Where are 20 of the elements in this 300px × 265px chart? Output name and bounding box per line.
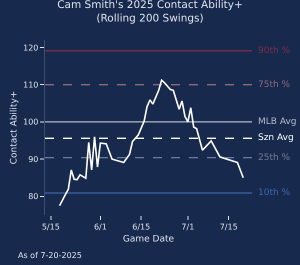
x-tick-label: 7/15 xyxy=(220,222,238,232)
x-tick-label: 7/1 xyxy=(181,222,194,232)
x-tick-label: 6/15 xyxy=(132,222,150,232)
y-tick-label: 100 xyxy=(23,118,38,127)
y-tick-label: 120 xyxy=(23,43,38,52)
ref-line-label: MLB Avg xyxy=(258,117,296,127)
chart-title: Cam Smith's 2025 Contact Ability+ (Rolling 200 Swings) xyxy=(57,0,243,25)
x-axis-title: Game Date xyxy=(122,234,175,244)
text: As of 7-20-2025 xyxy=(18,251,82,260)
ref-line-label: Szn Avg xyxy=(258,133,294,143)
y-tick-label: 110 xyxy=(23,80,38,90)
ref-line-label: 90th % xyxy=(258,46,291,56)
ref-line-label: 75th % xyxy=(258,80,291,90)
y-axis-title: Contact Ability+ xyxy=(9,90,20,164)
y-tick-label: 80 xyxy=(28,192,38,202)
x-tick-label: 5/15 xyxy=(42,222,60,232)
ref-line-label: 10th % xyxy=(258,188,291,198)
ref-line-label: 25th % xyxy=(258,153,291,163)
y-tick-label: 90 xyxy=(28,154,38,164)
x-tick-label: 6/1 xyxy=(94,222,107,232)
